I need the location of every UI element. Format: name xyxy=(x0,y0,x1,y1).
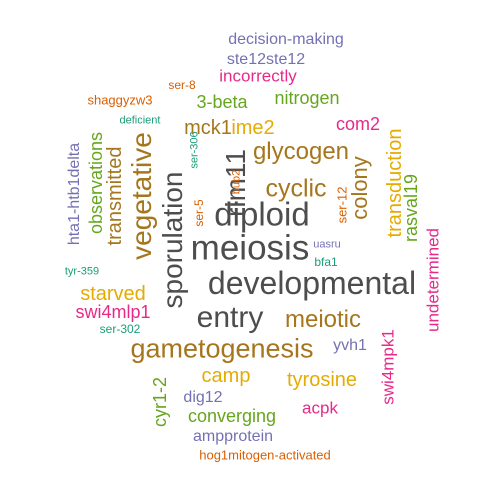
word: hog1mitogen-activated xyxy=(199,447,331,463)
word: uasru xyxy=(313,238,341,251)
word: entry xyxy=(196,301,264,334)
word: acpk xyxy=(302,398,338,418)
word: ser-5 xyxy=(192,199,206,227)
word: camp xyxy=(201,365,251,387)
word: meiosis xyxy=(190,228,310,268)
word: nitrogen xyxy=(274,88,340,108)
word: incorrectly xyxy=(219,66,297,86)
word: colony xyxy=(347,156,372,220)
word: ser-306 xyxy=(188,131,201,169)
word: dig12 xyxy=(183,389,223,406)
word: meiotic xyxy=(284,306,362,333)
word: ser-12 xyxy=(334,186,350,224)
word: mck1 xyxy=(184,117,232,139)
word: swi4mpk1 xyxy=(378,329,398,405)
word: yvh1 xyxy=(333,337,367,354)
word: rasval19 xyxy=(401,173,421,243)
word: bfa1 xyxy=(314,255,338,269)
word: deficient xyxy=(119,114,161,127)
word: ste12ste12 xyxy=(226,51,306,68)
word: bub2 xyxy=(230,169,243,195)
word: gametogenesis xyxy=(130,333,314,364)
word: tyrosine xyxy=(286,369,358,391)
word: vegetative xyxy=(126,132,157,260)
word: transmitted xyxy=(104,146,126,246)
word: ime2 xyxy=(231,117,275,139)
word: converging xyxy=(187,406,277,426)
word: swi4mlp1 xyxy=(75,302,151,322)
word: shaggyzw3 xyxy=(87,92,153,108)
word: diploid xyxy=(214,195,310,233)
word: hta1-htb1delta xyxy=(66,142,83,246)
word: starved xyxy=(80,283,146,305)
word: 3-beta xyxy=(196,92,248,112)
word: observations xyxy=(86,131,106,235)
word: developmental xyxy=(207,265,417,301)
word: tyr-359 xyxy=(64,265,100,278)
word: ampprotein xyxy=(192,428,274,445)
word: ser-8 xyxy=(168,78,196,92)
word: com2 xyxy=(335,114,381,134)
word: undetermined xyxy=(423,228,443,332)
word: decision-making xyxy=(228,31,344,48)
word: ser-302 xyxy=(99,322,141,336)
word: glycogen xyxy=(252,138,350,165)
word: cyclic xyxy=(265,174,327,203)
word: sporulation xyxy=(157,171,188,309)
word: cyr1-2 xyxy=(150,376,170,428)
